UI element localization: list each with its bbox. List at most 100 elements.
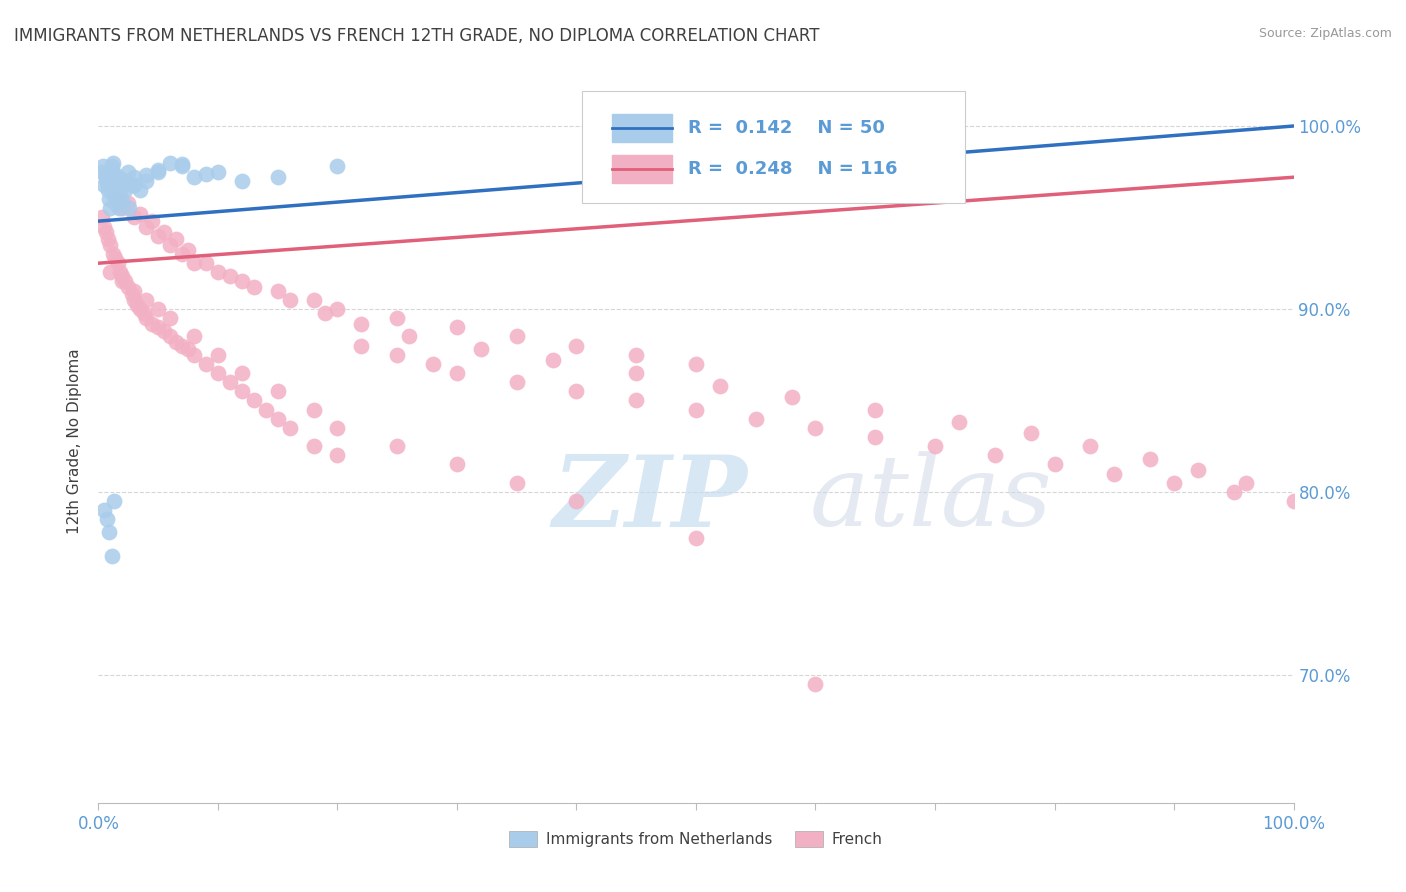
Point — [148, 320, 170, 334]
Point — [1163, 475, 1185, 490]
Point — [1019, 426, 1042, 441]
Point — [302, 293, 325, 307]
Text: IMMIGRANTS FROM NETHERLANDS VS FRENCH 12TH GRADE, NO DIPLOMA CORRELATION CHART: IMMIGRANTS FROM NETHERLANDS VS FRENCH 12… — [14, 27, 820, 45]
Point — [177, 342, 200, 356]
Point — [148, 165, 170, 179]
Point — [326, 448, 349, 462]
Point — [231, 275, 253, 289]
Point — [111, 275, 134, 289]
Point — [626, 348, 648, 362]
Point — [315, 305, 337, 319]
Point — [267, 170, 290, 185]
Point — [135, 174, 157, 188]
Point — [118, 202, 141, 216]
Point — [172, 157, 194, 171]
Point — [98, 238, 122, 252]
Point — [111, 202, 134, 216]
Point — [94, 169, 117, 183]
Point — [121, 287, 143, 301]
Point — [267, 284, 290, 298]
Point — [865, 430, 887, 444]
Point — [135, 311, 157, 326]
Point — [91, 165, 114, 179]
FancyBboxPatch shape — [613, 114, 672, 142]
Point — [129, 183, 152, 197]
Point — [135, 219, 157, 234]
Point — [243, 280, 266, 294]
Point — [231, 366, 253, 380]
Point — [207, 348, 229, 362]
Point — [1139, 451, 1161, 466]
Point — [153, 324, 176, 338]
Point — [1104, 467, 1126, 481]
Point — [398, 329, 420, 343]
Point — [114, 183, 136, 197]
Point — [302, 402, 325, 417]
Point — [172, 159, 194, 173]
Point — [91, 211, 114, 225]
Point — [541, 353, 564, 368]
Point — [108, 186, 131, 201]
Point — [172, 247, 194, 261]
Point — [804, 421, 827, 435]
Point — [159, 238, 181, 252]
Point — [1187, 463, 1209, 477]
Point — [183, 256, 205, 270]
Point — [101, 176, 124, 190]
Point — [984, 448, 1007, 462]
Point — [506, 475, 529, 490]
Point — [195, 167, 218, 181]
Point — [924, 439, 946, 453]
Point — [124, 211, 146, 225]
Point — [124, 178, 146, 192]
Point — [350, 338, 373, 352]
Point — [107, 202, 129, 216]
Point — [124, 284, 146, 298]
Point — [685, 531, 707, 545]
Point — [565, 384, 588, 399]
Point — [219, 268, 242, 283]
Point — [98, 265, 122, 279]
Point — [302, 439, 325, 453]
Point — [141, 317, 163, 331]
Point — [1234, 475, 1257, 490]
Point — [117, 195, 139, 210]
Point — [159, 329, 181, 343]
Point — [385, 311, 409, 326]
Point — [117, 280, 139, 294]
Point — [104, 251, 127, 265]
Point — [105, 169, 128, 183]
Point — [183, 329, 205, 343]
Point — [98, 192, 121, 206]
Point — [93, 503, 115, 517]
Point — [745, 411, 768, 425]
Point — [243, 393, 266, 408]
Point — [110, 172, 132, 186]
Point — [254, 402, 277, 417]
Point — [780, 390, 803, 404]
Point — [135, 169, 157, 183]
Point — [685, 357, 707, 371]
Point — [96, 174, 118, 188]
Point — [278, 421, 301, 435]
Point — [103, 494, 125, 508]
Point — [183, 348, 205, 362]
Point — [100, 159, 122, 173]
Point — [94, 225, 117, 239]
Point — [129, 207, 152, 221]
Point — [446, 320, 468, 334]
Point — [135, 293, 157, 307]
Point — [117, 165, 139, 179]
Point — [207, 366, 229, 380]
Point — [125, 298, 148, 312]
Point — [121, 178, 143, 192]
Point — [422, 357, 444, 371]
Point — [165, 232, 187, 246]
Point — [93, 219, 115, 234]
Point — [148, 228, 170, 243]
Point — [129, 301, 152, 316]
Point — [148, 162, 170, 177]
Point — [124, 170, 146, 185]
Point — [107, 256, 129, 270]
Point — [98, 202, 122, 216]
